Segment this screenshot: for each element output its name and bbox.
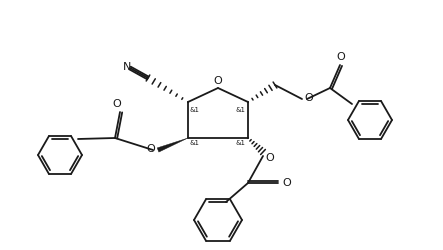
Text: N: N	[123, 62, 131, 72]
Text: &1: &1	[236, 140, 246, 146]
Text: &1: &1	[236, 107, 246, 113]
Text: &1: &1	[190, 140, 200, 146]
Text: O: O	[337, 52, 346, 62]
Polygon shape	[157, 138, 188, 152]
Text: &1: &1	[190, 107, 200, 113]
Text: O: O	[282, 178, 291, 188]
Text: O: O	[113, 99, 121, 109]
Text: O: O	[265, 153, 274, 163]
Text: O: O	[146, 144, 155, 154]
Text: O: O	[304, 93, 313, 103]
Text: O: O	[214, 76, 222, 86]
